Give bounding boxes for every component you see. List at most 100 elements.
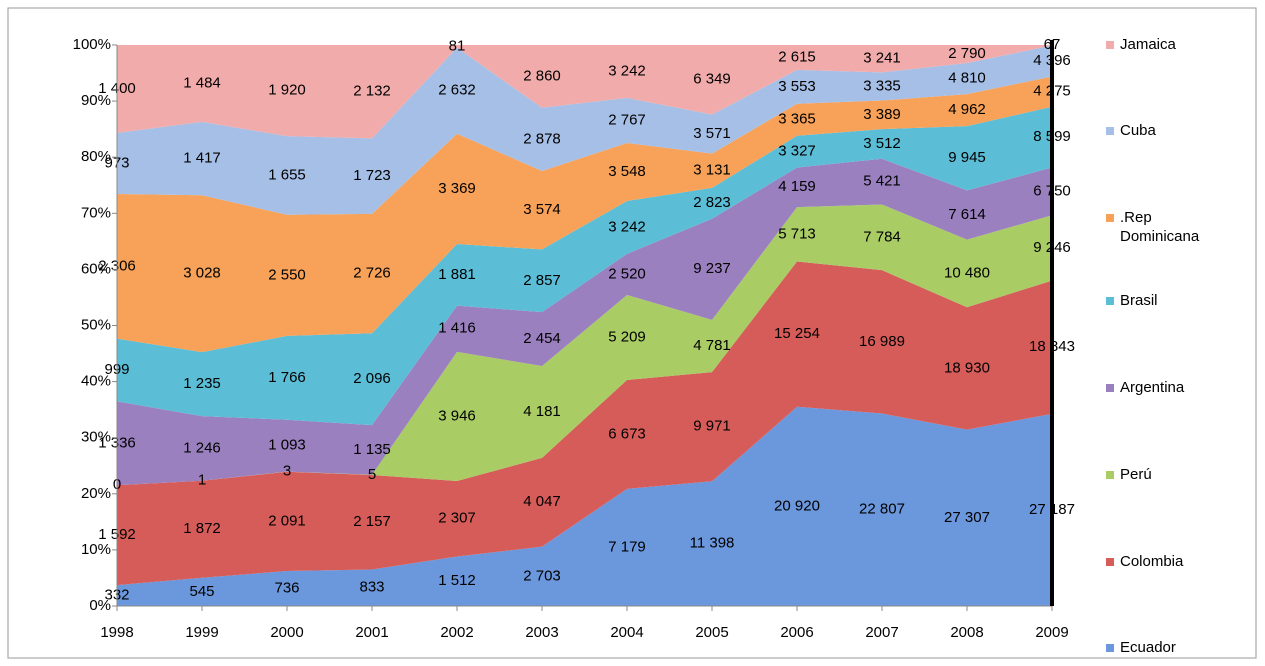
data-label: 1 766	[268, 369, 306, 386]
data-label: 2 132	[353, 83, 391, 100]
data-label: 9 971	[693, 418, 731, 435]
x-tick-label: 1999	[185, 624, 218, 641]
data-label: 2 857	[523, 272, 561, 289]
x-tick-label: 2007	[865, 624, 898, 641]
legend-swatch	[1106, 471, 1114, 479]
data-label: 3 365	[778, 111, 816, 128]
area	[117, 76, 1052, 353]
data-label: 7 614	[948, 206, 986, 223]
data-label: 1 235	[183, 375, 221, 392]
x-tick-label: 1998	[100, 624, 133, 641]
data-label: 2 726	[353, 265, 391, 282]
data-label: 3 241	[863, 50, 901, 67]
data-label: 1 655	[268, 166, 306, 183]
data-label: 10 480	[944, 264, 990, 281]
y-tick-label: 0%	[89, 597, 111, 614]
legend-label: Brasil	[1120, 292, 1158, 309]
area	[117, 261, 1052, 586]
legend-label: Jamaica	[1120, 36, 1176, 53]
data-label: 22 807	[859, 501, 905, 518]
area	[117, 158, 1052, 486]
data-label: 1 872	[183, 520, 221, 537]
data-label: 2 823	[693, 194, 731, 211]
data-label: 2 096	[353, 370, 391, 387]
data-label: 16 989	[859, 333, 905, 350]
data-label: 11 398	[690, 535, 735, 552]
legend-swatch	[1106, 297, 1114, 305]
data-label: 5 713	[778, 225, 816, 242]
area	[117, 106, 1052, 426]
data-label: 7 179	[608, 538, 646, 555]
legend-label: .Rep Dominicana	[1120, 209, 1200, 245]
data-label: 3 028	[183, 265, 221, 282]
data-label: 3 574	[523, 201, 561, 218]
areas	[117, 45, 1052, 606]
data-label: 9 237	[693, 260, 731, 277]
data-label: 3 512	[863, 135, 901, 152]
data-label: 6 349	[693, 71, 731, 88]
y-tick-label: 20%	[81, 485, 111, 502]
data-label: 5 421	[863, 173, 901, 190]
data-label: 736	[274, 579, 299, 596]
x-tick-label: 2004	[610, 624, 643, 641]
x-tick-label: 2009	[1035, 624, 1068, 641]
data-label: 545	[189, 583, 214, 600]
data-label: 4 781	[693, 337, 731, 354]
x-tick-label: 2001	[355, 624, 388, 641]
data-label: 1 881	[438, 266, 476, 283]
y-tick-label: 10%	[81, 541, 111, 558]
y-tick-label: 90%	[81, 92, 111, 109]
data-label: 3 571	[693, 125, 731, 142]
data-label: 2 520	[608, 265, 646, 282]
data-label: 7 784	[863, 228, 901, 245]
legend-swatch	[1106, 41, 1114, 49]
legend-label: Colombia	[1120, 553, 1184, 570]
data-label: 1 246	[183, 439, 221, 456]
data-label: 27 307	[944, 509, 990, 526]
data-label: 3 946	[438, 407, 476, 424]
data-label: 1 417	[183, 150, 221, 167]
data-label: 4 047	[523, 493, 561, 510]
data-label: 3 327	[778, 143, 816, 160]
data-label: 4 181	[523, 403, 561, 420]
data-label: 2 703	[523, 567, 561, 584]
x-tick-label: 2002	[440, 624, 473, 641]
data-label: 1 723	[353, 167, 391, 184]
y-tick-label: 70%	[81, 204, 111, 221]
legend-swatch	[1106, 384, 1114, 392]
legend-swatch	[1106, 127, 1114, 135]
data-label: 18 930	[944, 359, 990, 376]
data-label: 1 093	[268, 437, 306, 454]
data-label: 2 454	[523, 330, 561, 347]
area	[117, 204, 1052, 486]
data-label: 3 131	[693, 162, 731, 179]
chart-frame	[7, 7, 1257, 659]
x-tick-label: 2003	[525, 624, 558, 641]
data-label: 3 335	[863, 77, 901, 94]
data-label: 2 790	[948, 45, 986, 62]
data-label: 3 389	[863, 106, 901, 123]
legend-label: Argentina	[1120, 379, 1185, 396]
data-label: 4 962	[948, 101, 986, 118]
legend-label: Ecuador	[1120, 639, 1176, 656]
data-label: 1 920	[268, 82, 306, 99]
y-tick-label: 40%	[81, 373, 111, 390]
x-tick-label: 2005	[695, 624, 728, 641]
data-label: 2 632	[438, 82, 476, 99]
y-tick-label: 30%	[81, 429, 111, 446]
data-label: 15 254	[774, 325, 820, 342]
data-label: 2 091	[268, 512, 306, 529]
data-label: 4 159	[778, 178, 816, 195]
x-tick-label: 2006	[780, 624, 813, 641]
data-label: 2 767	[608, 111, 646, 128]
legend-swatch	[1106, 644, 1114, 652]
area	[117, 45, 1052, 215]
data-label: 20 920	[774, 497, 820, 514]
y-tick-label: 100%	[73, 36, 111, 53]
data-label: 2 157	[353, 513, 391, 530]
data-label: 6 673	[608, 425, 646, 442]
data-label: 1 135	[353, 441, 391, 458]
